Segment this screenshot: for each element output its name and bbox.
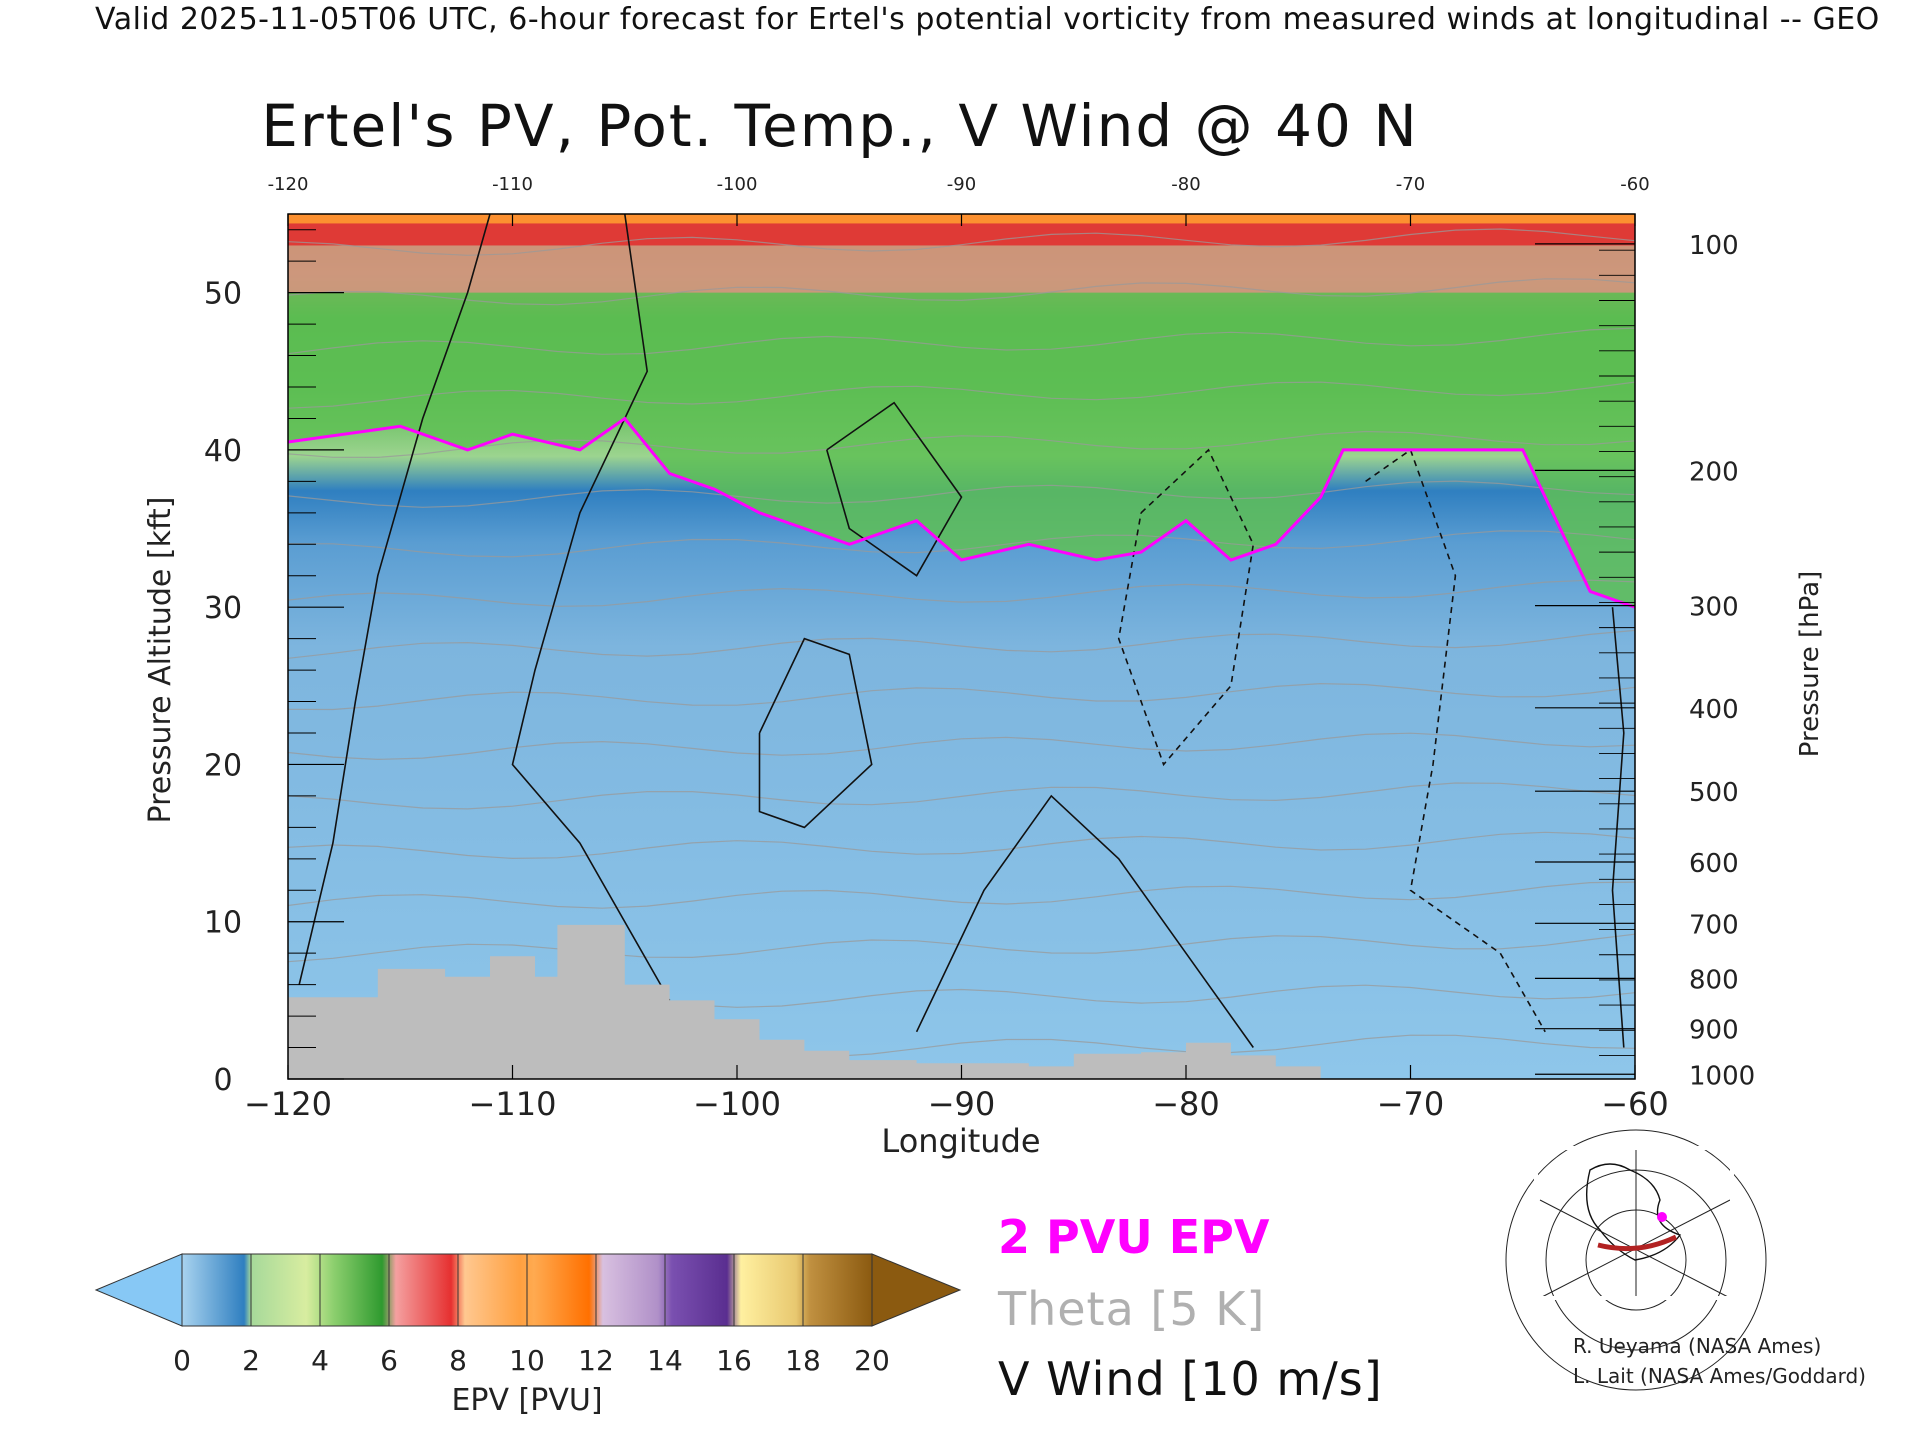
theta-contour-line: [288, 682, 1635, 711]
theta-contour-line: [288, 579, 1635, 607]
colorbar-tick-label: 12: [578, 1344, 614, 1377]
colorbar-tick-label: 0: [173, 1344, 191, 1377]
x-tick-label: −80: [1152, 1085, 1220, 1123]
colorbar-tick-label: 18: [785, 1344, 821, 1377]
pressure-tick-label: 100: [1689, 231, 1739, 261]
y-axis-label: Pressure Altitude [kft]: [143, 497, 178, 824]
terrain-mask: [288, 924, 1321, 1079]
wind-contour-line: [826, 401, 963, 577]
legend-theta: Theta [5 K]: [998, 1282, 1266, 1336]
theta-contour-line: [288, 782, 1635, 810]
theta-contour-line: [288, 629, 1635, 659]
x-tick-label: −110: [469, 1085, 557, 1123]
wind-contour-line: [511, 214, 671, 1001]
wind-contour-line: [1117, 448, 1255, 767]
theta-contour-line: [288, 327, 1635, 355]
colorbar-tick-label: 14: [647, 1344, 683, 1377]
theta-contour-line: [288, 228, 1635, 256]
wind-contour-line: [915, 794, 1254, 1048]
credit-line-1: R. Ueyama (NASA Ames): [1573, 1334, 1822, 1358]
stratosphere-green: [288, 214, 1635, 608]
y-tick-label: 10: [204, 906, 242, 941]
chart-title: Ertel's PV, Pot. Temp., V Wind @ 40 N: [261, 92, 1419, 160]
legend-v-wind: V Wind [10 m/s]: [998, 1352, 1383, 1406]
theta-contour-line: [288, 278, 1635, 306]
x-top-tick-label: -100: [717, 174, 758, 195]
locator-map-icon: [1505, 1129, 1767, 1391]
y-tick-label: 0: [213, 1063, 232, 1098]
x-axis-label: Longitude: [881, 1122, 1040, 1160]
x-top-tick-label: -70: [1396, 174, 1425, 195]
wind-contour-line: [1365, 448, 1546, 1033]
theta-contour-line: [288, 732, 1635, 761]
theta-contour-line: [288, 530, 1635, 558]
theta-contour-line: [288, 831, 1635, 860]
x-top-tick-label: -110: [492, 174, 533, 195]
x-tick-label: −70: [1377, 1085, 1445, 1123]
y-tick-label: 30: [204, 591, 242, 626]
x-tick-label: −60: [1601, 1085, 1669, 1123]
colorbar-tick-label: 8: [449, 1344, 467, 1377]
colorbar-over-arrow: [871, 1253, 962, 1327]
credit-line-2: L. Lait (NASA Ames/Goddard): [1573, 1364, 1866, 1388]
theta-contour-line: [288, 933, 1635, 963]
wind-contour-line: [298, 214, 491, 985]
pressure-tick-label: 800: [1689, 965, 1739, 995]
x-top-tick-label: -120: [268, 174, 309, 195]
y-tick-label: 50: [204, 277, 242, 312]
pressure-tick-label: 700: [1689, 910, 1739, 940]
x-top-tick-label: -80: [1171, 174, 1200, 195]
colorbar-under-arrow: [94, 1253, 183, 1327]
two-pvu-contour: [288, 416, 1635, 609]
pressure-tick-label: 1000: [1689, 1061, 1755, 1091]
x-tick-label: −120: [244, 1085, 332, 1123]
y2-axis-label: Pressure [hPa]: [1795, 571, 1825, 758]
colorbar-tick-label: 6: [380, 1344, 398, 1377]
pressure-tick-label: 900: [1689, 1016, 1739, 1046]
pressure-tick-label: 300: [1689, 593, 1739, 623]
pressure-tick-label: 200: [1689, 457, 1739, 487]
theta-contour-line: [288, 881, 1635, 909]
wind-contour-line: [1611, 607, 1625, 1048]
x-top-tick-label: -90: [947, 174, 976, 195]
y-tick-label: 20: [204, 748, 242, 783]
y-axis-ticks: 0 10 20 30 40 50: [204, 229, 344, 1098]
pressure-tick-label: 400: [1689, 695, 1739, 725]
y-tick-label: 40: [204, 434, 242, 469]
x-tick-label: −90: [928, 1085, 996, 1123]
theta-contour-line: [288, 381, 1635, 409]
wind-contours: [298, 214, 1625, 1048]
pressure-tick-label: 600: [1689, 849, 1739, 879]
pressure-axis-ticks: 100 200 300 400 500 600 700 800 900 1000: [1535, 231, 1755, 1091]
colorbar: 0 2 4 6 8 10 12 14 16 18 20 EPV [PVU]: [94, 1253, 962, 1418]
colorbar-tick-label: 4: [311, 1344, 329, 1377]
colorbar-tick-label: 20: [854, 1344, 890, 1377]
x-tick-label: −100: [693, 1085, 781, 1123]
colorbar-tick-label: 16: [716, 1344, 752, 1377]
header-title: Valid 2025-11-05T06 UTC, 6-hour forecast…: [95, 2, 1880, 37]
wind-contour-line: [758, 637, 873, 829]
theta-contour-line: [288, 480, 1635, 508]
x-top-tick-label: -60: [1620, 174, 1649, 195]
colorbar-tick-label: 10: [509, 1344, 545, 1377]
theta-contours: [288, 228, 1635, 1062]
pressure-tick-label: 500: [1689, 778, 1739, 808]
theta-contour-line: [288, 430, 1635, 459]
x-axis-ticks: −120 −110 −100 −90 −80 −70 −60: [244, 1065, 1669, 1123]
legend-pvu-epv: 2 PVU EPV: [998, 1210, 1270, 1264]
colorbar-tick-label: 2: [242, 1344, 260, 1377]
x-top-axis-ticks: -120 -110 -100 -90 -80 -70 -60: [268, 174, 1650, 226]
colorbar-label: EPV [PVU]: [451, 1383, 602, 1418]
colorbar-ticks: 0 2 4 6 8 10 12 14 16 18 20: [173, 1254, 890, 1377]
